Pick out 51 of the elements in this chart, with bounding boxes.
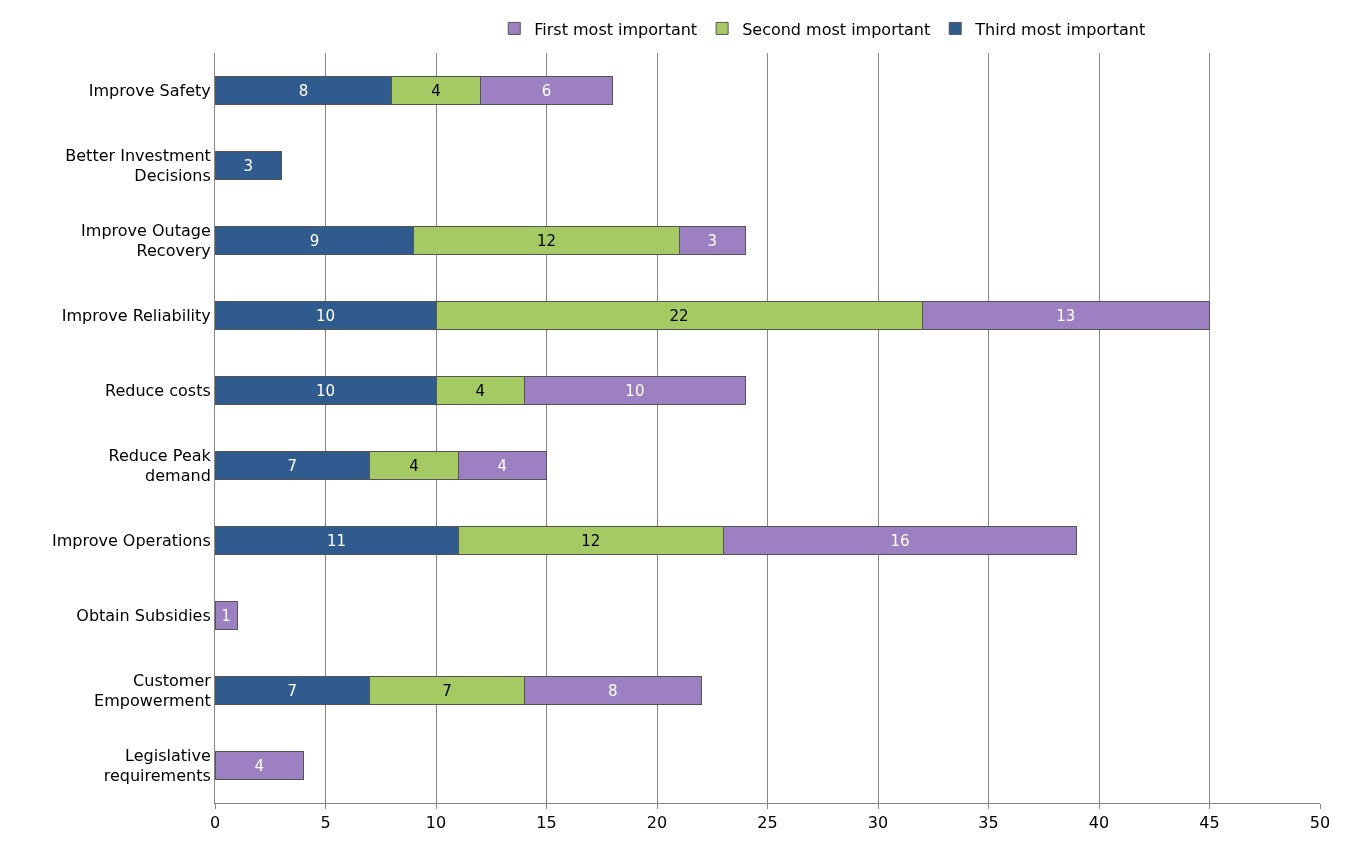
data-label: 11: [327, 531, 347, 550]
y-tick-label: Improve Operations: [51, 531, 211, 551]
data-label: 1: [221, 606, 231, 625]
y-tick-label: Improve Reliability: [61, 306, 211, 326]
data-label: 6: [541, 81, 552, 100]
data-label: 4: [475, 381, 485, 400]
data-label: 22: [669, 306, 689, 325]
data-label: 4: [254, 756, 264, 775]
data-label: 7: [442, 681, 452, 700]
data-label: 8: [608, 681, 618, 700]
legend-label: Third most important: [974, 19, 1146, 39]
y-tick-label: Legislative requirements: [103, 745, 211, 786]
x-tick-label: 25: [757, 813, 778, 833]
x-tick-label: 50: [1309, 813, 1331, 833]
legend-label: Second most important: [742, 19, 931, 39]
y-tick-label: Improve Safety: [88, 81, 211, 101]
data-label: 16: [890, 531, 910, 550]
data-label: 4: [409, 456, 419, 475]
data-label: 12: [581, 531, 601, 550]
data-label: 9: [309, 231, 320, 250]
x-tick-label: 0: [209, 813, 221, 833]
x-tick-label: 10: [425, 813, 447, 833]
data-label: 7: [287, 456, 298, 475]
data-label: 13: [1056, 306, 1076, 325]
data-label: 8: [298, 81, 309, 100]
y-tick-label: Obtain Subsidies: [76, 606, 211, 626]
x-tick-label: 5: [320, 813, 331, 833]
data-label: 4: [431, 81, 441, 100]
data-label: 7: [287, 681, 298, 700]
x-tick-label: 20: [646, 813, 668, 833]
data-label: 10: [315, 381, 336, 400]
y-tick-label: Better Investment Decisions: [65, 145, 211, 186]
data-label: 10: [625, 381, 645, 400]
data-label: 3: [243, 156, 253, 175]
y-tick-label: Customer Empowerment: [94, 670, 212, 711]
x-tick-label: 45: [1199, 813, 1220, 833]
legend-label: First most important: [534, 19, 698, 39]
y-tick-label: Reduce costs: [105, 381, 211, 401]
data-label: 3: [707, 231, 718, 250]
y-tick-label: Improve Outage Recovery: [81, 220, 211, 261]
bar: [215, 150, 282, 181]
x-tick-label: 15: [536, 813, 557, 833]
x-tick-label: 30: [867, 813, 889, 833]
x-tick-label: 35: [978, 813, 999, 833]
data-label: 10: [315, 306, 336, 325]
x-tick-label: 40: [1088, 813, 1110, 833]
data-label: 12: [536, 231, 557, 250]
bar: [215, 750, 304, 781]
data-label: 4: [497, 456, 508, 475]
y-tick-label: Reduce Peak demand: [108, 445, 212, 486]
bar: [215, 600, 238, 631]
